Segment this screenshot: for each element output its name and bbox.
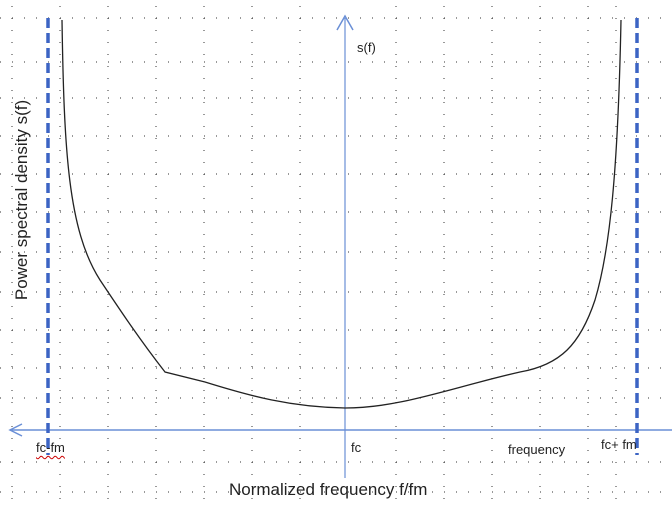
center-axis-label: s(f) xyxy=(357,40,376,55)
center-axis-arrowhead xyxy=(336,14,354,31)
right-marker-label: fc+ fm xyxy=(601,437,637,452)
y-axis-title: Power spectral density s(f) xyxy=(12,99,31,301)
frequency-axis-word: frequency xyxy=(508,442,566,457)
left-marker-label: fc-fm xyxy=(36,440,65,455)
psd-curve xyxy=(61,19,622,409)
x-axis-title: Normalized frequency f/fm xyxy=(229,480,428,499)
center-marker-label: fc xyxy=(351,440,362,455)
dotted-grid xyxy=(0,6,672,500)
x-axis-arrowhead xyxy=(8,423,23,437)
